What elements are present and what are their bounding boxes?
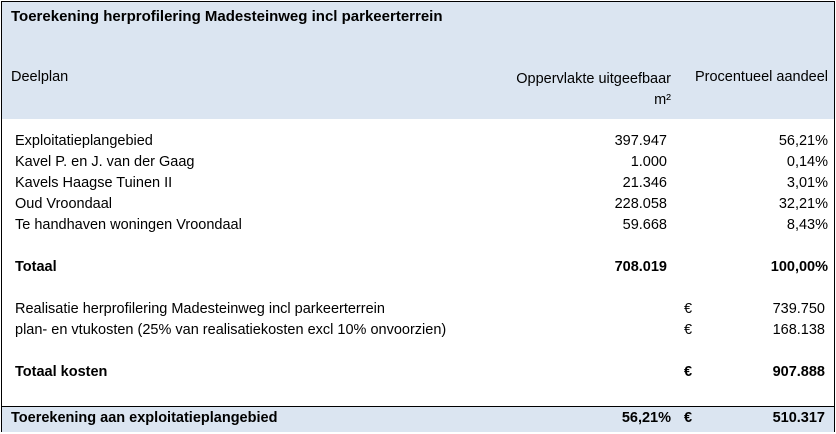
footer-currency: € [684, 410, 693, 426]
row-name: Kavels Haagse Tuinen II [15, 175, 173, 191]
cost-name: Realisatie herprofilering Madesteinweg i… [15, 301, 385, 317]
cost-amount: 168.138 [772, 322, 825, 338]
table-row: Te handhaven woningen Vroondaal 59.668 8… [2, 217, 834, 238]
row-area: 59.668 [622, 217, 667, 233]
row-name: Te handhaven woningen Vroondaal [15, 217, 242, 233]
footer-pct: 56,21% [621, 410, 671, 426]
column-header-deelplan: Deelplan [11, 69, 69, 85]
row-pct: 3,01% [786, 175, 828, 191]
totaal-row: Totaal 708.019 100,00% [2, 259, 834, 280]
row-pct: 8,43% [786, 217, 828, 233]
footer-label: Toerekening aan exploitatieplangebied [11, 410, 278, 426]
totaal-area: 708.019 [614, 259, 667, 275]
footer-amount: 510.317 [772, 410, 825, 426]
column-header-aandeel: Procentueel aandeel [694, 69, 828, 85]
table-row: Kavel P. en J. van der Gaag 1.000 0,14% [2, 154, 834, 175]
column-header-oppervlakte: Oppervlakte uitgeefbaar m² [516, 69, 671, 111]
row-area: 21.346 [622, 175, 667, 191]
row-name: Exploitatieplangebied [15, 133, 153, 149]
cost-row: plan- en vtukosten (25% van realisatieko… [2, 322, 834, 343]
totaal-kosten-label: Totaal kosten [15, 364, 108, 380]
table-title: Toerekening herprofilering Madesteinweg … [11, 8, 443, 25]
row-pct: 32,21% [778, 196, 828, 212]
cost-name: plan- en vtukosten (25% van realisatieko… [15, 322, 447, 338]
totaal-label: Totaal [15, 259, 57, 275]
table-row: Exploitatieplangebied 397.947 56,21% [2, 133, 834, 154]
totaal-kosten-amount: 907.888 [772, 364, 825, 380]
cost-amount: 739.750 [772, 301, 825, 317]
cost-currency: € [684, 322, 693, 338]
totaal-kosten-row: Totaal kosten € 907.888 [2, 364, 834, 385]
column-header-oppervlakte-line1: Oppervlakte uitgeefbaar [516, 71, 671, 87]
row-name: Oud Vroondaal [15, 196, 113, 212]
row-area: 397.947 [614, 133, 667, 149]
totaal-pct: 100,00% [770, 259, 828, 275]
row-area: 228.058 [614, 196, 667, 212]
allocation-footer: Toerekening aan exploitatieplangebied 56… [2, 406, 834, 432]
totaal-kosten-currency: € [684, 364, 693, 380]
row-pct: 0,14% [786, 154, 828, 170]
row-pct: 56,21% [778, 133, 828, 149]
cost-currency: € [684, 301, 693, 317]
column-header-oppervlakte-unit: m² [654, 92, 671, 108]
row-name: Kavel P. en J. van der Gaag [15, 154, 195, 170]
table-row: Oud Vroondaal 228.058 32,21% [2, 196, 834, 217]
table-header: Toerekening herprofilering Madesteinweg … [2, 2, 834, 119]
cost-row: Realisatie herprofilering Madesteinweg i… [2, 301, 834, 322]
table-row: Kavels Haagse Tuinen II 21.346 3,01% [2, 175, 834, 196]
row-area: 1.000 [630, 154, 667, 170]
